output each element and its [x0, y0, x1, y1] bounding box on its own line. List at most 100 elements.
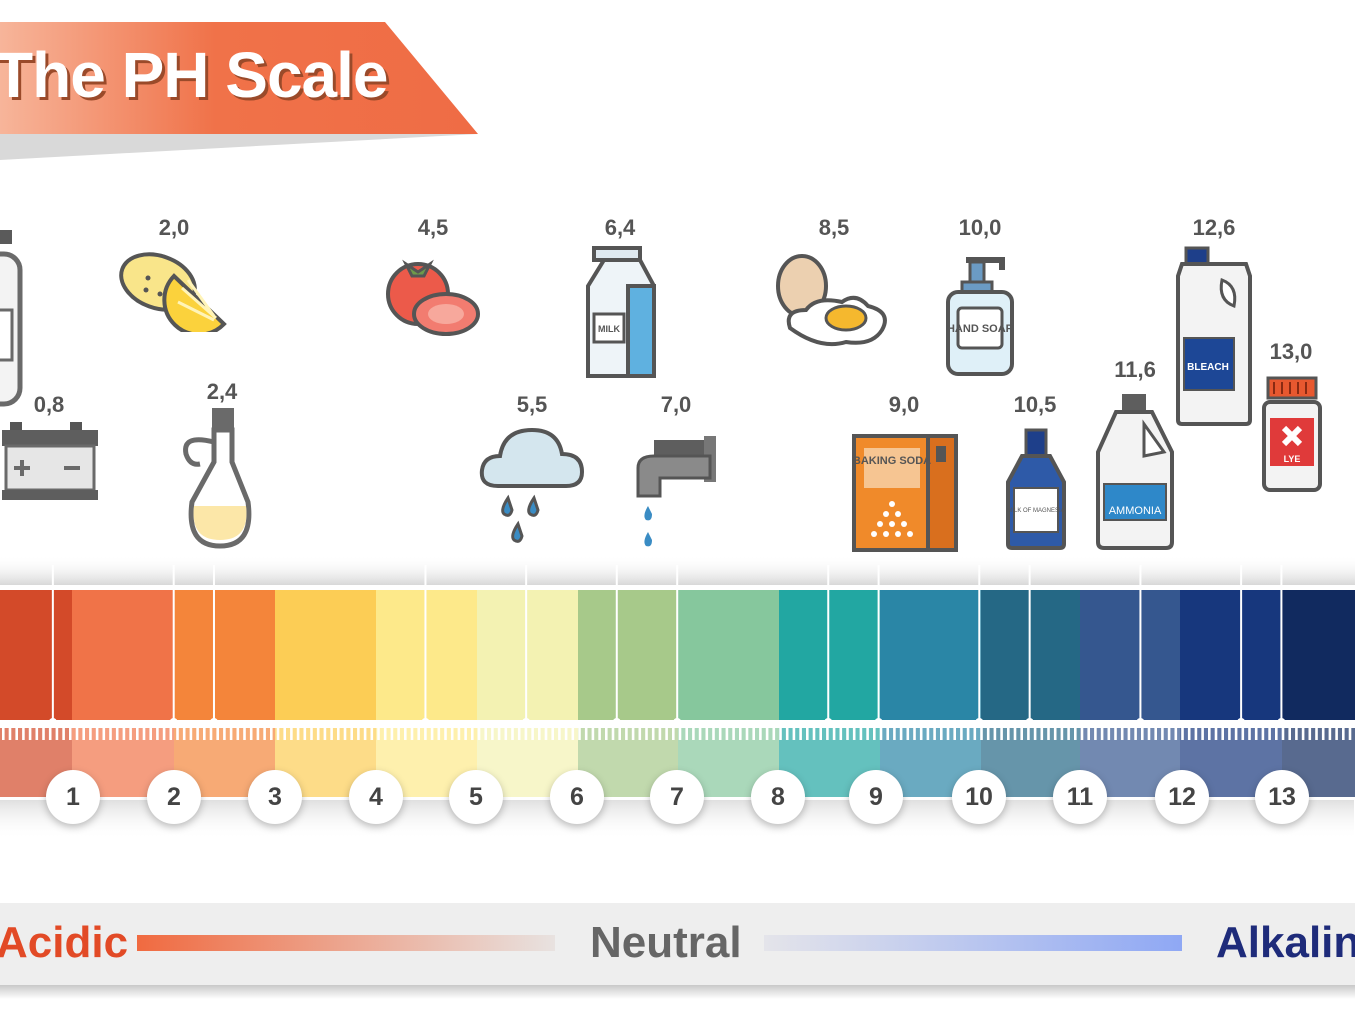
value-pointer-dot [975, 718, 984, 726]
ruler-tick [383, 728, 387, 740]
bottle-icon [0, 230, 23, 407]
ruler-tick [484, 728, 487, 740]
scale-number: 4 [349, 770, 403, 824]
ruler-tick [899, 728, 903, 740]
item-value: 12,6 [1192, 215, 1236, 240]
value-pointer-dot [824, 718, 833, 726]
ruler-tick [759, 728, 762, 740]
scale-band [578, 590, 679, 720]
ruler-tick [1281, 728, 1285, 740]
ruler-tick [1134, 728, 1137, 740]
ruler-tick [946, 728, 950, 740]
ruler-tick [517, 728, 521, 740]
value-pointer-dot [1277, 718, 1286, 726]
ruler-tick [1067, 728, 1070, 740]
ruler-tick [310, 728, 313, 740]
scale-number: 2 [147, 770, 201, 824]
ruler-tick [1241, 728, 1245, 740]
ruler-tick [531, 728, 534, 740]
ruler-tick [1027, 728, 1030, 740]
value-pointer-dot [1237, 718, 1246, 726]
ruler-tick [363, 728, 367, 740]
scale-band [174, 590, 276, 720]
ruler-tick [1033, 728, 1037, 740]
ruler-tick [189, 728, 193, 740]
ruler-tick [725, 728, 729, 740]
ruler-tick [1181, 728, 1184, 740]
value-pointer-dot [209, 718, 218, 726]
ruler-tick [1261, 728, 1265, 740]
ruler-tick [176, 728, 179, 740]
item-value: 10,0 [958, 215, 1002, 240]
item-value: 11,6 [1114, 357, 1156, 382]
scale-number: 10 [952, 770, 1006, 824]
ruler-tick [558, 728, 561, 740]
ruler-tick [15, 728, 18, 740]
ruler-tick [397, 728, 400, 740]
ruler-tick [846, 728, 849, 740]
ruler-tick [832, 728, 836, 740]
ruler-tick [618, 728, 621, 740]
milk-label: MILK [598, 324, 620, 334]
item-value: 9,0 [888, 392, 920, 417]
ruler-tick [806, 728, 809, 740]
scale-band [275, 590, 377, 720]
ruler-tick [1141, 728, 1144, 740]
ruler-tick [229, 728, 233, 740]
baking-soda-label: BAKING SODA [853, 455, 931, 467]
scale-number: 13 [1255, 770, 1309, 824]
ruler-tick [839, 728, 843, 740]
ruler-tick [35, 728, 39, 740]
ruler-tick [477, 728, 481, 740]
ruler-tick [966, 728, 970, 740]
ruler-tick [1228, 728, 1231, 740]
ruler-tick [1248, 728, 1251, 740]
ruler-tick [1308, 728, 1312, 740]
ruler-tick [323, 728, 327, 740]
ruler-tick [410, 728, 414, 740]
ruler-tick [203, 728, 206, 740]
ruler-tick [263, 728, 266, 740]
ruler-tick [316, 728, 320, 740]
item-value: 0,8 [33, 392, 65, 417]
ruler-tick [102, 728, 106, 740]
ruler-tick [1074, 728, 1077, 740]
ruler-tick [765, 728, 769, 740]
title-banner [0, 22, 478, 160]
alkaline-label: Alkaline [1216, 918, 1355, 967]
ruler-tick [1321, 728, 1325, 740]
ruler-tick [169, 728, 173, 740]
ruler-tick [1087, 728, 1090, 740]
ruler-tick [1013, 728, 1017, 740]
scale-number: 1 [46, 770, 100, 824]
ruler-tick [739, 728, 742, 740]
scale-number: 11 [1053, 770, 1107, 824]
ruler-tick [444, 728, 447, 740]
item-value: 6,4 [604, 215, 636, 240]
battery-icon [2, 422, 98, 500]
ruler-tick [1342, 728, 1345, 740]
ruler-tick [745, 728, 749, 740]
neutral-label: Neutral [590, 918, 742, 967]
ruler-tick [712, 728, 715, 740]
value-pointer-dot [612, 718, 621, 726]
ruler-tick [390, 728, 394, 740]
items-layer: 0,8 2,0 2,4 4,5 5,5 6,4 [0, 215, 1322, 552]
ruler-tick [370, 728, 374, 740]
ruler-tick [511, 728, 514, 740]
ruler-tick [1214, 728, 1218, 740]
ruler-tick [82, 728, 85, 740]
scale-band [477, 590, 579, 720]
ruler-tick [471, 728, 474, 740]
ruler-tick [457, 728, 461, 740]
hand-soap-label: HAND SOAP [947, 323, 1013, 335]
scale-band [72, 590, 175, 720]
item-value: 10,5 [1013, 392, 1057, 417]
ruler-tick [55, 728, 59, 740]
ruler-tick [290, 728, 293, 740]
ruler-tick [658, 728, 662, 740]
ruler-tick [873, 728, 876, 740]
value-pointer-dot [1025, 718, 1034, 726]
ruler-tick [303, 728, 307, 740]
ruler-tick [906, 728, 910, 740]
